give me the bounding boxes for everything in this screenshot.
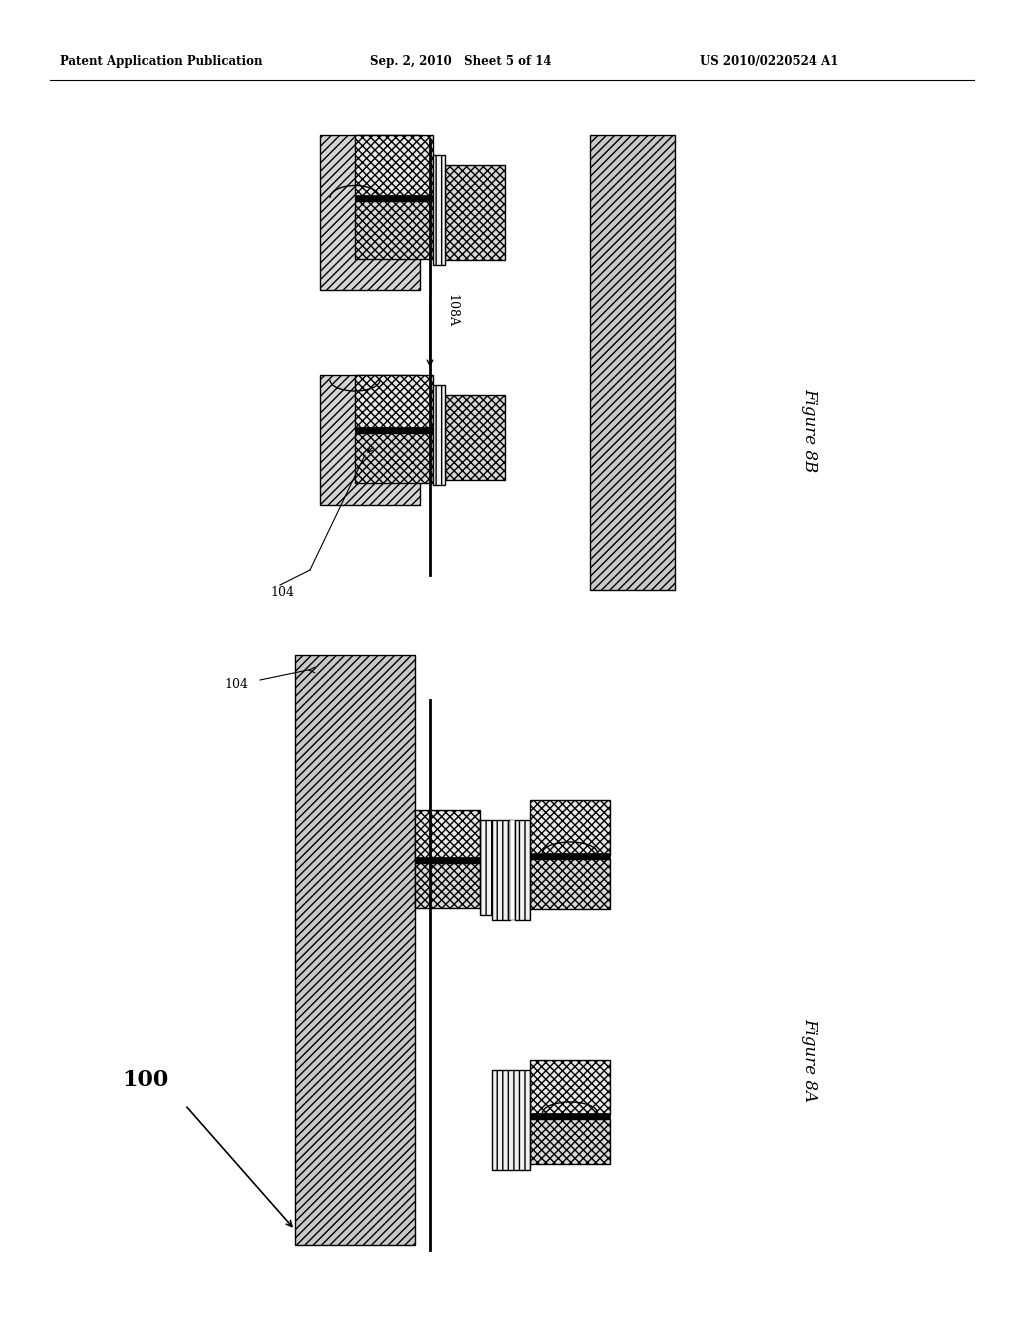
Bar [530, 853, 610, 859]
Bar [515, 820, 530, 920]
Bar [492, 820, 510, 920]
Text: 104: 104 [270, 586, 294, 598]
Bar [530, 859, 610, 909]
Bar [445, 165, 505, 260]
Bar [530, 1113, 610, 1119]
Bar [445, 395, 505, 480]
Text: US 2010/0220524 A1: US 2010/0220524 A1 [700, 55, 839, 69]
Bar [590, 135, 675, 590]
Bar [480, 820, 492, 915]
Text: Sep. 2, 2010   Sheet 5 of 14: Sep. 2, 2010 Sheet 5 of 14 [370, 55, 552, 69]
Text: 100: 100 [122, 1069, 168, 1092]
Bar [530, 800, 610, 855]
Bar [415, 810, 480, 861]
Text: Figure 8B: Figure 8B [802, 388, 818, 473]
Bar [355, 426, 433, 433]
Bar [355, 201, 433, 259]
Text: 108A: 108A [445, 293, 458, 326]
Text: 104: 104 [224, 677, 248, 690]
Bar [355, 195, 433, 201]
Bar [433, 154, 445, 265]
Bar [355, 433, 433, 483]
Bar [492, 1071, 530, 1170]
Text: Figure 8A: Figure 8A [802, 1018, 818, 1102]
Bar [319, 135, 420, 290]
Bar [415, 857, 480, 863]
Bar [530, 1060, 610, 1115]
Bar [319, 375, 420, 506]
Text: Patent Application Publication: Patent Application Publication [60, 55, 262, 69]
Bar [355, 135, 433, 201]
Bar [415, 863, 480, 908]
Bar [355, 375, 433, 430]
Bar [530, 1119, 610, 1164]
Bar [295, 655, 415, 1245]
Bar [433, 385, 445, 484]
Bar [510, 820, 515, 920]
